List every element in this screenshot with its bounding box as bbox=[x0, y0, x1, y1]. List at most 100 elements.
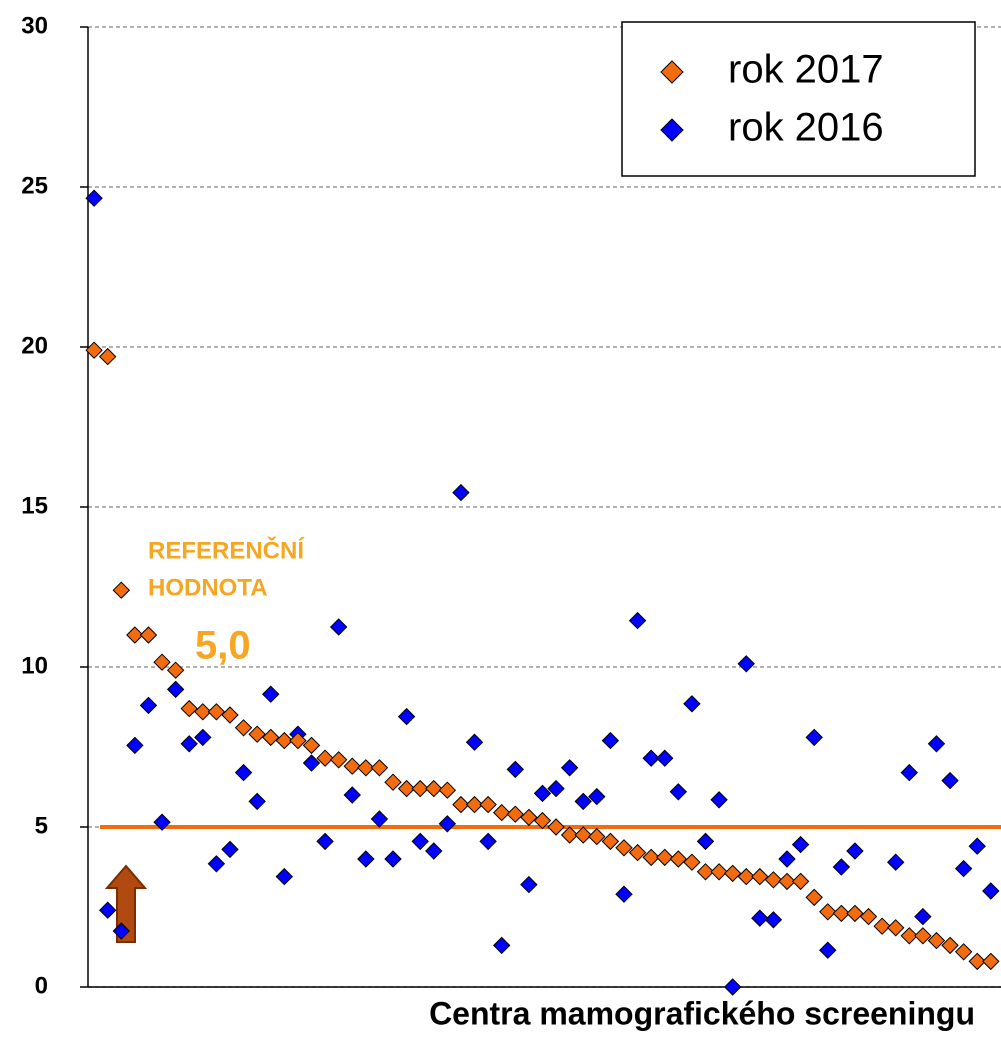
legend-marker bbox=[660, 60, 684, 84]
point bbox=[397, 779, 416, 798]
point bbox=[791, 872, 810, 891]
point bbox=[370, 759, 389, 777]
point bbox=[954, 943, 973, 961]
point bbox=[683, 853, 701, 871]
point bbox=[628, 611, 647, 630]
point bbox=[153, 813, 171, 831]
point bbox=[384, 850, 402, 868]
point bbox=[900, 927, 918, 945]
point bbox=[886, 919, 905, 937]
point bbox=[397, 707, 416, 726]
point bbox=[384, 773, 402, 791]
point bbox=[696, 863, 715, 881]
point bbox=[166, 680, 185, 699]
point bbox=[982, 882, 1000, 900]
legend-label: rok 2017 bbox=[728, 48, 884, 92]
point bbox=[207, 703, 226, 721]
point bbox=[778, 872, 796, 891]
point bbox=[547, 818, 565, 836]
point bbox=[615, 885, 633, 903]
point bbox=[805, 728, 823, 747]
y-tick-label: 25 bbox=[21, 172, 48, 199]
point bbox=[506, 805, 524, 823]
point bbox=[370, 810, 389, 828]
point bbox=[805, 888, 823, 907]
point bbox=[98, 347, 117, 366]
point bbox=[886, 853, 905, 871]
point bbox=[248, 792, 266, 811]
point bbox=[914, 907, 932, 926]
point bbox=[207, 855, 226, 873]
point bbox=[723, 864, 742, 883]
point bbox=[832, 904, 851, 923]
point bbox=[465, 733, 484, 751]
annotation: HODNOTA bbox=[148, 574, 268, 601]
point bbox=[669, 850, 688, 868]
point bbox=[194, 728, 212, 747]
point bbox=[194, 703, 212, 721]
point bbox=[262, 728, 280, 747]
y-tick-label: 0 bbox=[35, 972, 48, 999]
point bbox=[520, 875, 538, 894]
point bbox=[601, 832, 620, 851]
y-tick-label: 10 bbox=[21, 652, 48, 679]
point bbox=[452, 483, 470, 502]
point bbox=[357, 850, 375, 868]
point bbox=[791, 835, 810, 854]
point bbox=[221, 706, 239, 724]
point bbox=[153, 653, 171, 671]
point bbox=[479, 795, 497, 814]
point bbox=[710, 863, 728, 881]
point bbox=[601, 731, 620, 750]
point bbox=[506, 760, 524, 779]
point bbox=[139, 696, 158, 715]
point bbox=[180, 699, 198, 718]
point bbox=[588, 827, 606, 846]
point bbox=[764, 871, 783, 889]
point bbox=[139, 626, 158, 644]
point bbox=[968, 952, 986, 971]
point bbox=[873, 917, 891, 935]
point bbox=[166, 661, 185, 679]
point bbox=[954, 859, 973, 878]
point bbox=[85, 189, 103, 207]
point bbox=[656, 848, 674, 867]
point bbox=[560, 759, 579, 777]
x-axis-label: Centra mamografického screeningu bbox=[429, 995, 975, 1031]
point bbox=[628, 843, 647, 862]
point bbox=[289, 731, 307, 750]
point bbox=[112, 922, 130, 940]
point bbox=[710, 791, 728, 809]
point bbox=[914, 927, 932, 945]
point bbox=[533, 784, 552, 803]
point bbox=[275, 731, 294, 750]
point bbox=[248, 725, 266, 743]
point bbox=[642, 749, 660, 767]
point bbox=[411, 832, 429, 851]
point bbox=[696, 832, 715, 851]
point bbox=[520, 808, 538, 827]
point bbox=[751, 867, 769, 886]
annotation: 5,0 bbox=[195, 624, 251, 668]
point bbox=[343, 757, 361, 775]
point bbox=[737, 867, 755, 886]
point bbox=[941, 771, 959, 790]
point bbox=[357, 759, 375, 777]
point bbox=[832, 858, 851, 876]
y-tick-label: 15 bbox=[21, 492, 48, 519]
point bbox=[234, 719, 253, 737]
point bbox=[574, 826, 592, 844]
point bbox=[547, 779, 565, 798]
point bbox=[411, 779, 429, 798]
y-tick-label: 20 bbox=[21, 332, 48, 359]
point bbox=[262, 685, 280, 703]
point bbox=[560, 826, 579, 844]
legend-box bbox=[621, 21, 976, 177]
point bbox=[656, 749, 674, 767]
point bbox=[778, 850, 796, 868]
point bbox=[669, 783, 688, 801]
point bbox=[98, 901, 117, 919]
point bbox=[642, 848, 660, 867]
point bbox=[316, 749, 334, 767]
legend-marker bbox=[660, 118, 684, 142]
